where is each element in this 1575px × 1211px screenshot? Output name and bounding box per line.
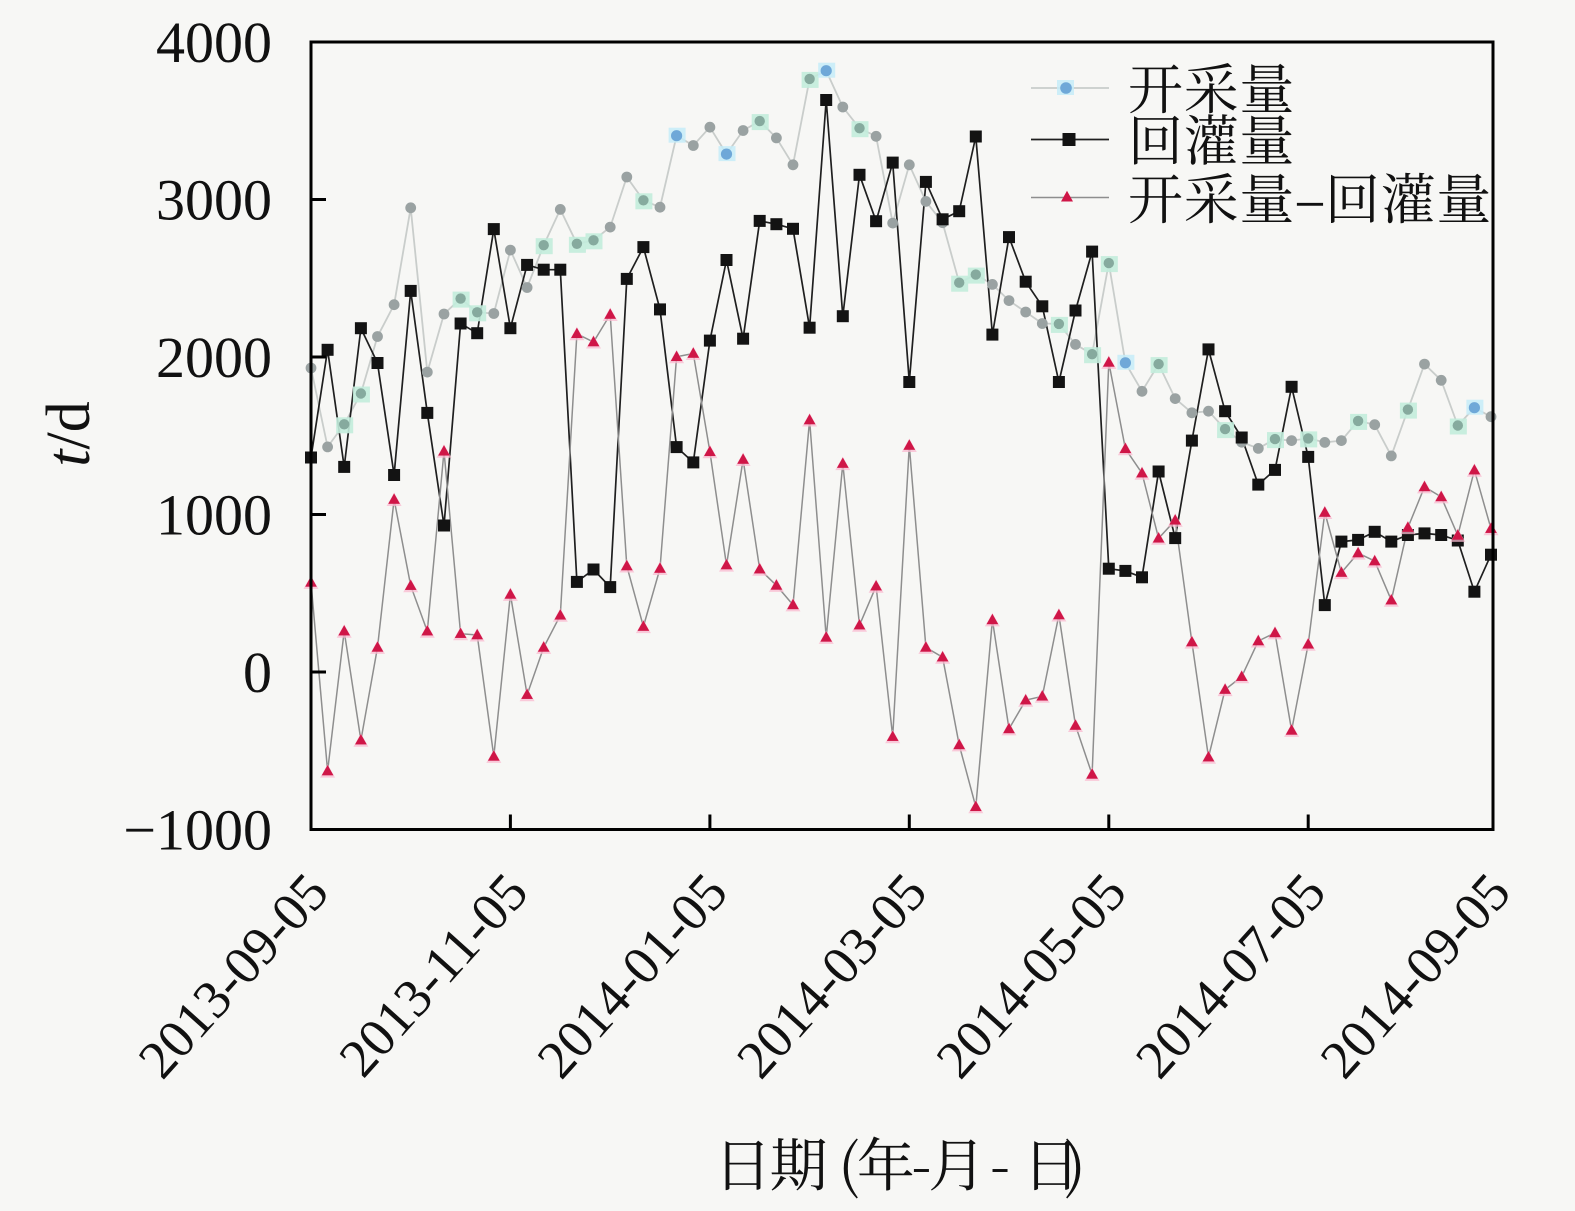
svg-text:3000: 3000 (156, 168, 272, 233)
svg-text:1000: 1000 (156, 483, 272, 548)
svg-text:t/d: t/d (35, 401, 103, 466)
svg-text:4000: 4000 (156, 10, 272, 75)
svg-text:−1000: −1000 (123, 798, 272, 863)
svg-text:0: 0 (243, 640, 272, 705)
svg-text:2000: 2000 (156, 325, 272, 390)
